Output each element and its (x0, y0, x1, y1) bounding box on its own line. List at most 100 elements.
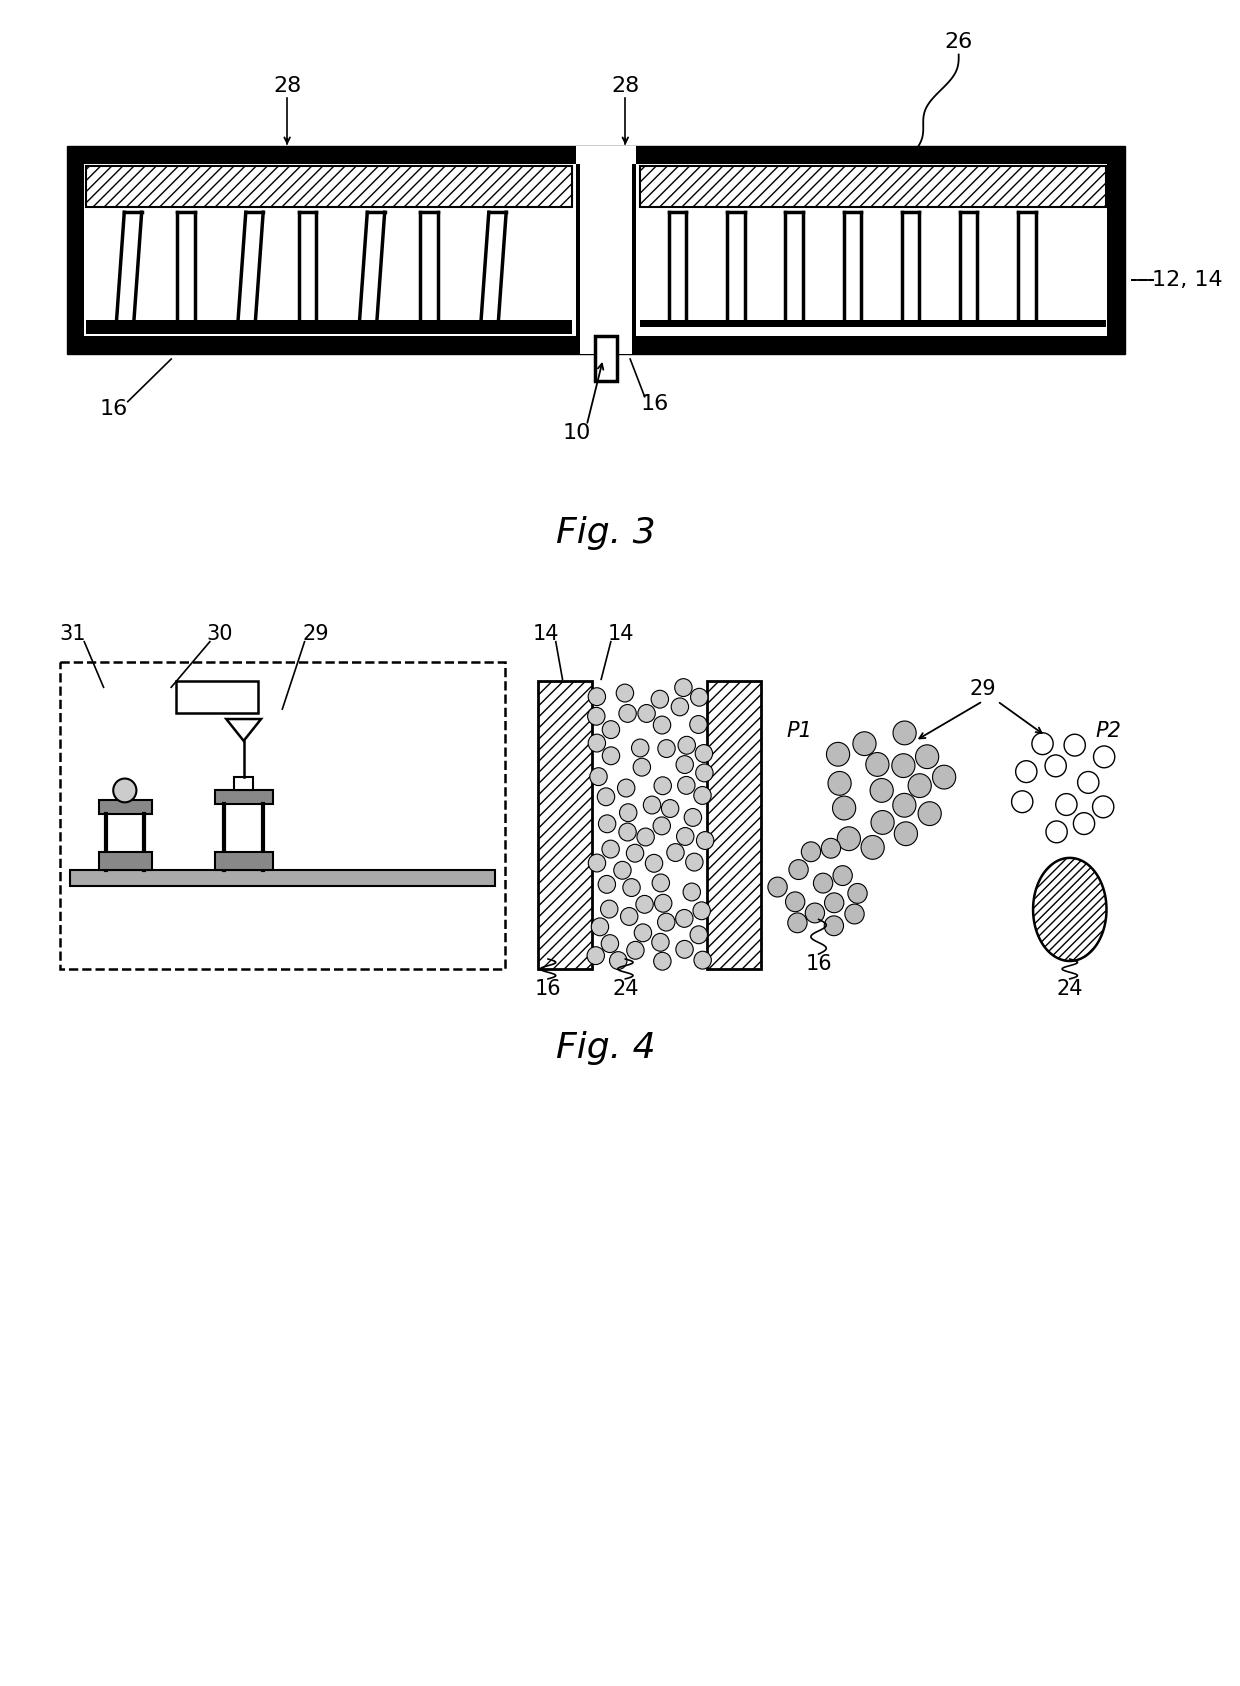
Text: Fig. 4: Fig. 4 (557, 1032, 656, 1066)
Circle shape (1094, 745, 1115, 767)
Bar (640, 320, 1106, 327)
Text: 28: 28 (273, 76, 301, 96)
Circle shape (1064, 733, 1085, 755)
Bar (215, 851, 273, 870)
Circle shape (768, 877, 787, 897)
Circle shape (677, 828, 694, 845)
Circle shape (614, 862, 631, 878)
Bar (67, 145, 1125, 354)
Text: 10: 10 (563, 423, 591, 443)
Circle shape (1055, 794, 1078, 816)
Circle shape (689, 926, 708, 944)
Bar (99, 851, 151, 870)
Circle shape (866, 752, 889, 776)
Circle shape (837, 826, 861, 851)
Circle shape (915, 745, 939, 769)
Circle shape (1045, 755, 1066, 777)
Circle shape (622, 878, 640, 897)
Bar (632, 164, 636, 354)
Text: 29: 29 (303, 624, 330, 644)
Circle shape (833, 865, 852, 885)
Circle shape (821, 838, 841, 858)
Circle shape (626, 941, 644, 959)
Circle shape (651, 690, 668, 708)
Circle shape (619, 705, 636, 722)
Circle shape (600, 900, 618, 917)
Text: 31: 31 (60, 624, 86, 644)
Circle shape (588, 688, 605, 706)
Circle shape (661, 799, 678, 818)
Circle shape (801, 841, 821, 862)
Bar (99, 801, 151, 814)
Circle shape (631, 738, 649, 757)
Circle shape (588, 708, 605, 725)
Bar (84, 145, 577, 164)
Circle shape (636, 895, 653, 914)
Bar (636, 145, 1107, 164)
Circle shape (657, 914, 675, 931)
Circle shape (813, 873, 833, 894)
Circle shape (870, 779, 893, 803)
Circle shape (671, 698, 688, 717)
Circle shape (676, 941, 693, 958)
Circle shape (652, 934, 670, 951)
Circle shape (694, 787, 712, 804)
Circle shape (893, 722, 916, 745)
Circle shape (588, 733, 605, 752)
Text: 26: 26 (945, 32, 973, 52)
Circle shape (683, 883, 701, 900)
Circle shape (599, 814, 616, 833)
Circle shape (634, 759, 651, 776)
Text: 24: 24 (613, 980, 639, 998)
Circle shape (610, 951, 627, 969)
Bar (84, 164, 1107, 336)
Circle shape (601, 934, 619, 953)
Circle shape (601, 840, 619, 858)
Circle shape (1078, 772, 1099, 794)
Polygon shape (226, 718, 262, 740)
Circle shape (893, 794, 916, 818)
Bar (577, 164, 580, 354)
Circle shape (825, 915, 843, 936)
Text: Fig. 3: Fig. 3 (557, 516, 656, 550)
Bar (234, 777, 253, 791)
Circle shape (591, 917, 609, 936)
Circle shape (677, 777, 696, 794)
Text: 16: 16 (99, 398, 128, 418)
Circle shape (620, 804, 637, 821)
Bar (708, 681, 760, 969)
Text: P2: P2 (1095, 722, 1121, 740)
Circle shape (618, 779, 635, 797)
Circle shape (787, 912, 807, 932)
Bar (176, 681, 258, 713)
Circle shape (832, 796, 856, 819)
Circle shape (619, 823, 636, 841)
Circle shape (616, 685, 634, 701)
Circle shape (686, 853, 703, 872)
Circle shape (825, 894, 844, 912)
Circle shape (696, 764, 713, 782)
Circle shape (689, 715, 707, 733)
Circle shape (590, 767, 608, 786)
Text: 24: 24 (1056, 980, 1083, 998)
Circle shape (697, 831, 714, 850)
Circle shape (1074, 813, 1095, 835)
Text: 14: 14 (608, 624, 634, 644)
Text: 16: 16 (534, 980, 562, 998)
Circle shape (693, 902, 711, 921)
Circle shape (626, 845, 644, 862)
Circle shape (598, 875, 615, 894)
Circle shape (1012, 791, 1033, 813)
Circle shape (1032, 733, 1053, 755)
Bar (538, 681, 591, 969)
Circle shape (603, 747, 620, 765)
Bar (595, 336, 616, 381)
Circle shape (678, 737, 696, 754)
Circle shape (637, 705, 655, 722)
Text: P1: P1 (786, 722, 812, 740)
Circle shape (588, 855, 605, 872)
Circle shape (789, 860, 808, 880)
Circle shape (620, 907, 637, 926)
Circle shape (694, 951, 712, 969)
Circle shape (870, 811, 894, 835)
